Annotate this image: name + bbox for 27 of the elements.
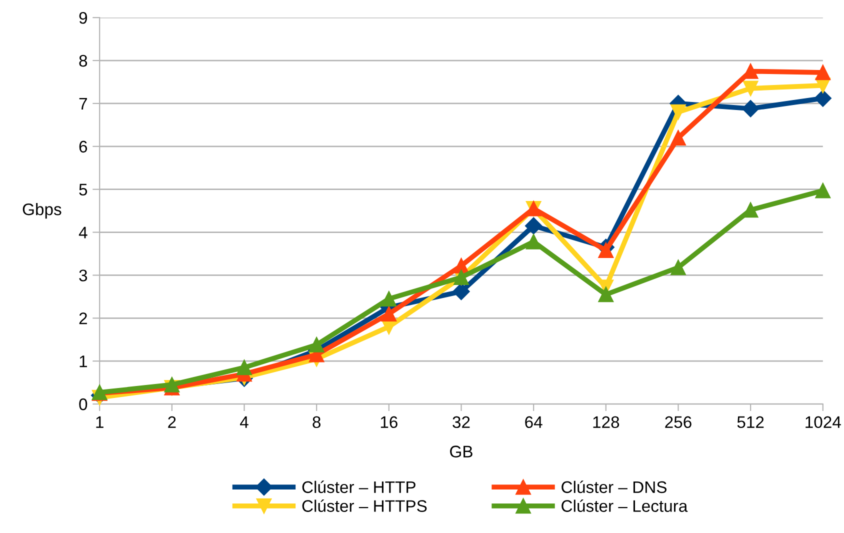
x-tick-label: 4 xyxy=(240,416,248,428)
y-tick-label: 9 xyxy=(79,12,87,24)
legend-label: Clúster – DNS xyxy=(562,480,667,494)
y-tick-label: 6 xyxy=(79,140,88,153)
x-tick-label: 256 xyxy=(665,416,692,428)
x-tick-label: 128 xyxy=(593,416,620,428)
y-tick-label: 4 xyxy=(78,226,88,238)
y-axis-title: Gbps xyxy=(22,203,62,219)
legend-label: Clúster – HTTP xyxy=(302,480,416,494)
x-tick-label: 1024 xyxy=(806,416,841,428)
x-tick-label: 2 xyxy=(168,416,176,428)
y-tick-label: 0 xyxy=(79,398,88,410)
x-tick-label: 8 xyxy=(312,416,320,428)
x-tick-label: 64 xyxy=(525,416,542,428)
y-tick-label: 5 xyxy=(79,184,88,196)
y-tick-label: 8 xyxy=(79,54,88,67)
x-tick-label: 512 xyxy=(737,416,764,428)
x-tick-label: 1 xyxy=(96,416,104,428)
x-tick-label: 16 xyxy=(380,416,398,428)
legend-label: Clúster – Lectura xyxy=(562,500,688,512)
y-tick-label: 1 xyxy=(80,356,87,368)
x-tick-label: 32 xyxy=(452,416,470,428)
y-tick-label: 3 xyxy=(79,270,88,282)
y-tick-label: 7 xyxy=(79,98,87,110)
x-axis-title: GB xyxy=(450,446,472,458)
legend-label: Clúster – HTTPS xyxy=(302,500,427,512)
y-tick-label: 2 xyxy=(79,312,87,324)
